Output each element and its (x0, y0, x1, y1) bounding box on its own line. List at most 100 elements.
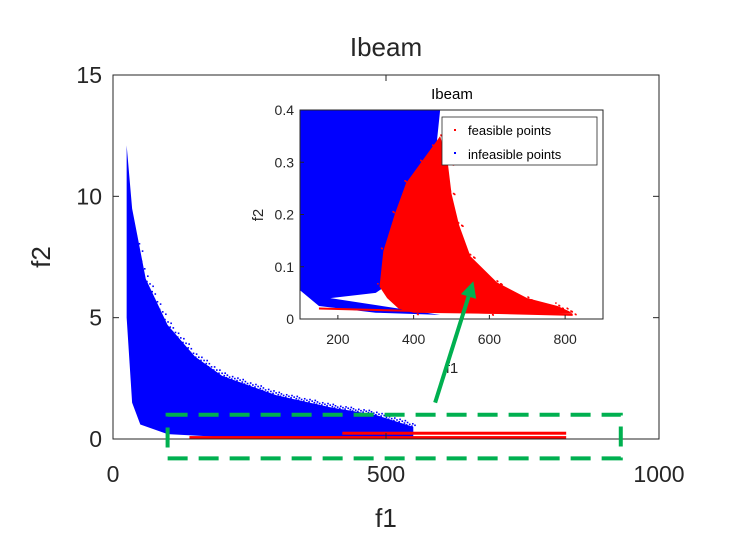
main-infeasible-point (242, 378, 245, 381)
main-infeasible-point (360, 409, 362, 412)
main-infeasible-point (264, 389, 267, 391)
main-infeasible-point (195, 353, 198, 355)
main-infeasible-point (333, 407, 336, 409)
main-infeasible-point (380, 415, 382, 417)
main-infeasible-point (190, 347, 193, 350)
main-infeasible-point (179, 337, 182, 339)
main-infeasible-point (344, 408, 346, 410)
main-infeasible-point (393, 419, 395, 422)
inset-y-tick-label: 0.2 (275, 207, 295, 223)
main-infeasible-point (280, 393, 283, 395)
main-infeasible-point (159, 303, 162, 305)
main-infeasible-point (230, 378, 233, 380)
main-infeasible-point (372, 412, 375, 414)
main-y-tick-label: 5 (89, 305, 102, 331)
main-infeasible-point (399, 418, 401, 421)
main-infeasible-point (135, 235, 138, 238)
main-infeasible-point (231, 375, 234, 378)
main-infeasible-point (257, 385, 259, 388)
main-infeasible-point (365, 410, 368, 413)
main-infeasible-point (249, 382, 252, 384)
inset-legend: feasible points infeasible points (441, 116, 598, 166)
main-infeasible-point (224, 372, 226, 374)
main-infeasible-point (406, 421, 409, 424)
main-x-axis-label: f1 (375, 503, 397, 533)
main-infeasible-point (266, 391, 269, 393)
highlight-box (165, 412, 623, 461)
main-x-tick-label: 1000 (633, 461, 684, 487)
main-feasible-band (189, 436, 567, 439)
main-infeasible-point (169, 326, 172, 328)
inset-y-tick-label: 0.1 (275, 259, 295, 275)
main-infeasible-point (321, 401, 324, 404)
inset-feasible-point (404, 180, 406, 182)
main-infeasible-point (290, 397, 292, 399)
main-infeasible-point (390, 417, 393, 420)
main-infeasible-point (176, 336, 179, 338)
inset-feasible-point (496, 280, 498, 282)
inset-feasible-point (500, 282, 502, 285)
inset-feasible-tail (318, 307, 573, 316)
inset-feasible-point (396, 214, 399, 216)
main-infeasible-point (226, 374, 229, 376)
main-infeasible-point (167, 321, 169, 323)
main-tick-layer: 0 500 1000 0 5 10 15 (76, 62, 684, 487)
main-infeasible-point (315, 403, 318, 406)
main-feasible-band-thick (342, 431, 567, 435)
main-x-tick-label: 500 (367, 461, 405, 487)
main-infeasible-point (288, 395, 290, 398)
main-title: Ibeam (350, 32, 422, 62)
main-infeasible-point (309, 398, 311, 401)
main-infeasible-point (213, 366, 216, 368)
inset-feasible-point (408, 183, 411, 185)
main-infeasible-point (387, 418, 390, 421)
main-y-tick-label: 15 (76, 62, 102, 88)
main-infeasible-point (332, 403, 335, 406)
main-infeasible-point (308, 401, 310, 403)
main-infeasible-point (187, 347, 190, 349)
inset-feasible-point (392, 210, 394, 213)
main-infeasible-point (296, 395, 299, 398)
main-infeasible-point (385, 416, 388, 419)
inset-feasible-point (398, 306, 401, 309)
arrow-head (460, 281, 477, 299)
main-infeasible-point (381, 412, 383, 415)
main-infeasible-point (171, 330, 174, 333)
main-infeasible-point (339, 405, 342, 408)
main-infeasible-point (254, 386, 256, 388)
inset-feasible-point (402, 309, 404, 312)
main-infeasible-point (151, 290, 154, 293)
main-infeasible-point (172, 327, 175, 329)
inset-feasible-region (379, 136, 573, 314)
main-infeasible-point (236, 379, 238, 382)
main-infeasible-point (259, 387, 262, 390)
main-infeasible-point (197, 356, 200, 359)
main-infeasible-point (326, 405, 328, 407)
main-infeasible-point (383, 414, 386, 417)
main-infeasible-point (212, 369, 215, 371)
main-infeasible-point (303, 397, 306, 400)
main-infeasible-point (188, 343, 190, 345)
main-infeasible-point (352, 408, 355, 410)
inset-feasible-point (527, 296, 529, 298)
arrow-shaft (433, 295, 471, 404)
inset-feasible-point (449, 190, 451, 192)
main-infeasible-point (411, 425, 413, 428)
main-infeasible-point (248, 384, 251, 387)
inset-feasible-point (531, 299, 533, 301)
inset-y-tick-label: 0 (286, 311, 294, 327)
inset-x-tick-label: 400 (402, 331, 426, 347)
main-infeasible-point (185, 342, 187, 345)
main-infeasible-point (405, 424, 408, 426)
main-y-tick-label: 0 (89, 426, 102, 452)
main-infeasible-point (316, 401, 319, 403)
main-infeasible-point (279, 395, 282, 398)
main-infeasible-point (228, 376, 231, 378)
main-infeasible-point (334, 404, 337, 407)
main-infeasible-point (140, 260, 143, 263)
inset-feasible-point (440, 134, 442, 136)
main-infeasible-point (354, 409, 357, 411)
main-infeasible-point (345, 406, 347, 408)
main-infeasible-point (273, 390, 275, 392)
main-infeasible-point (200, 359, 202, 362)
